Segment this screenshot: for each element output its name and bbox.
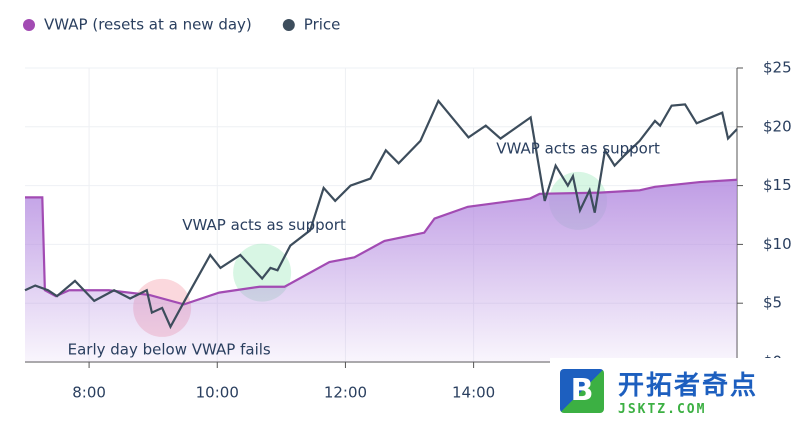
watermark-url: JSKTZ.COM [618, 401, 707, 417]
legend-marker [23, 19, 35, 31]
area [25, 179, 737, 362]
y-tick-label: $5 [763, 294, 782, 312]
x-tick-label: 12:00 [324, 384, 367, 402]
annotation: VWAP acts as support [496, 140, 660, 158]
x-tick-label: 10:00 [196, 384, 239, 402]
legend-label: VWAP (resets at a new day) [44, 16, 252, 34]
legend-marker [282, 19, 295, 31]
y-tick-label: $25 [763, 59, 792, 77]
legend-label: Price [304, 16, 341, 34]
watermark-icon: B [560, 368, 604, 413]
y-tick-label: $15 [763, 176, 792, 194]
line [25, 178, 738, 306]
watermark-text: 开拓者奇点 JSKTZ.COM [618, 365, 758, 417]
watermark-title: 开拓者奇点 [618, 370, 759, 401]
line [24, 98, 738, 330]
watermark: B 开拓者奇点 JSKTZ.COM [550, 358, 800, 423]
y-tick-label: $20 [763, 117, 792, 135]
annotation: Early day below VWAP fails [68, 341, 271, 359]
x-tick-label: 8:00 [72, 384, 106, 402]
y-tick-label: $10 [763, 235, 792, 253]
x-tick-label: 14:00 [452, 384, 495, 402]
annotation: VWAP acts as support [182, 216, 346, 234]
